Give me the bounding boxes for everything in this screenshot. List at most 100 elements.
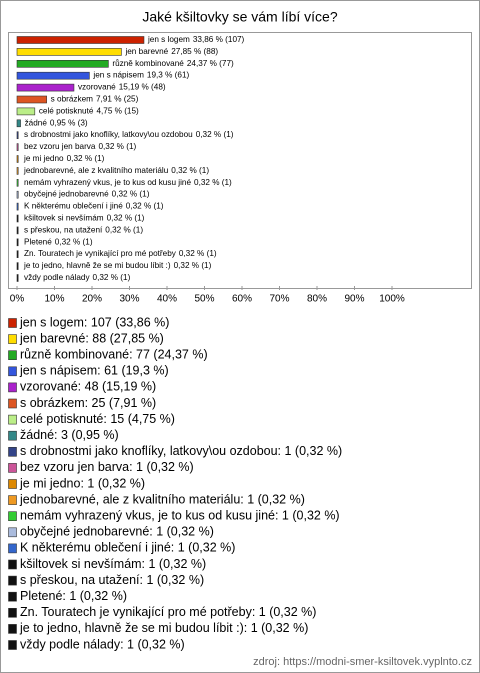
legend-swatch: [8, 527, 17, 538]
value-label: 0,32 % (1): [93, 273, 131, 282]
value-label: 15,19 % (48): [119, 83, 166, 92]
bar-label: bez vzoru jen barva 0,32 % (1): [24, 142, 136, 151]
bar: [16, 190, 19, 199]
bar: [16, 202, 19, 211]
category-label: kšiltovek si nevšímám: [24, 214, 104, 223]
legend-swatch: [8, 382, 17, 393]
legend-label: s obrázkem: 25 (7,91 %): [20, 396, 156, 410]
bar: [16, 214, 19, 223]
legend-swatch: [8, 463, 17, 473]
category-label: žádné: [25, 118, 48, 127]
legend-swatch: [8, 414, 17, 425]
value-label: 7,91 % (25): [96, 95, 139, 104]
x-tick-label: 50%: [194, 294, 214, 305]
bar-label: s drobnostmi jako knoflíky, latkovy\ou o…: [24, 130, 234, 139]
x-tick-label: 0%: [10, 294, 25, 305]
legend-swatch: [8, 430, 17, 441]
bar-label: jen s nápisem 19,3 % (61): [92, 71, 189, 80]
category-label: různě kombinované: [112, 58, 184, 68]
legend-label: je to jedno, hlavně že se mi budou líbit…: [19, 621, 308, 635]
value-label: 24,37 % (77): [187, 59, 234, 68]
bar: [16, 167, 19, 175]
legend-label: obyčejné jednobarevné: 1 (0,32 %): [20, 525, 214, 539]
value-label: 0,32 % (1): [171, 166, 209, 175]
legend-swatch: [8, 511, 17, 522]
legend-label: jednobarevné, ale z kvalitního materiálu…: [19, 492, 305, 506]
x-tick-label: 10%: [44, 294, 64, 305]
bar-label: obyčejné jednobarevné 0,32 % (1): [24, 190, 150, 199]
value-label: 0,32 % (1): [55, 237, 93, 246]
legend-swatch: [8, 446, 17, 457]
legend-label: vždy podle nálady: 1 (0,32 %): [20, 637, 185, 651]
plot-frame: [8, 32, 472, 289]
bar-label: žádné 0,95 % (3): [25, 118, 88, 127]
legend-swatch: [8, 607, 17, 618]
category-label: jednobarevné, ale z kvalitního materiálu: [23, 166, 169, 175]
category-label: s přeskou, na utažení: [24, 226, 103, 235]
x-tick-label: 30%: [119, 294, 139, 305]
legend-swatch: [8, 350, 17, 361]
legend-swatch: [8, 479, 17, 489]
bar: [16, 226, 19, 235]
category-label: je to jedno, hlavně že se mi budou líbit…: [23, 261, 171, 270]
category-label: K některému oblečení i jiné: [24, 202, 123, 211]
x-tick-label: 40%: [157, 294, 177, 305]
bar-label: celé potisknuté 4,75 % (15): [39, 107, 139, 116]
legend-label: vzorované: 48 (15,19 %): [20, 380, 156, 394]
category-label: jen barevné: [124, 47, 168, 56]
bar-label: vždy podle nálady 0,32 % (1): [24, 273, 131, 282]
value-label: 0,32 % (1): [112, 190, 150, 199]
bar: [16, 250, 19, 258]
legend-label: Pletené: 1 (0,32 %): [20, 589, 127, 603]
legend-swatch: [8, 640, 17, 650]
legend-label: jen barevné: 88 (27,85 %): [19, 331, 164, 345]
bar: [16, 95, 47, 104]
bar: [16, 107, 36, 116]
value-label: 0,32 % (1): [194, 178, 232, 187]
x-tick-label: 60%: [232, 294, 252, 305]
legend-swatch: [8, 495, 17, 505]
category-label: je mi jedno: [23, 154, 64, 163]
legend-label: různě kombinované: 77 (24,37 %): [20, 347, 208, 361]
bar-label: je to jedno, hlavně že se mi budou líbit…: [23, 261, 212, 270]
x-tick-label: 70%: [269, 294, 289, 305]
legend-swatch: [8, 559, 17, 570]
category-label: Zn. Touratech je vynikající pro mé potře…: [24, 249, 177, 258]
value-label: 0,32 % (1): [67, 154, 105, 163]
value-label: 27,85 % (88): [171, 47, 218, 56]
value-label: 4,75 % (15): [96, 107, 139, 116]
category-label: Pletené: [24, 237, 52, 246]
category-label: nemám vyhrazený vkus, je to kus od kusu …: [24, 178, 191, 187]
chart-title: Jaké kšiltovky se vám líbí více?: [142, 9, 338, 25]
x-tick-label: 90%: [344, 294, 364, 305]
bar: [16, 83, 75, 92]
bar-label: jen s logem 33,86 % (107): [147, 35, 245, 44]
category-label: s drobnostmi jako knoflíky, latkovy\ou o…: [24, 130, 193, 139]
category-label: celé potisknuté: [39, 107, 94, 116]
legend-label: bez vzoru jen barva: 1 (0,32 %): [20, 460, 194, 474]
category-label: vzorované: [78, 83, 116, 92]
category-label: bez vzoru jen barva: [24, 142, 96, 151]
source: zdroj: https://modni-smer-ksiltovek.vypl…: [253, 656, 472, 668]
legend-label: nemám vyhrazený vkus, je to kus od kusu …: [20, 508, 340, 522]
value-label: 19,3 % (61): [147, 71, 190, 80]
bar-label: s přeskou, na utažení 0,32 % (1): [24, 226, 143, 235]
legend-label: jen s nápisem: 61 (19,3 %): [19, 364, 169, 378]
bar: [16, 274, 19, 282]
value-label: 0,32 % (1): [179, 249, 217, 258]
bar: [16, 262, 19, 270]
legend-swatch: [8, 398, 17, 409]
legend-label: kšiltovek si nevšímám: 1 (0,32 %): [20, 557, 206, 571]
legend-swatch: [8, 366, 17, 377]
value-label: 0,32 % (1): [107, 214, 145, 223]
legend-swatch: [8, 334, 17, 344]
x-tick-label: 20%: [82, 294, 102, 305]
value-label: 0,32 % (1): [98, 142, 136, 151]
bar-label: nemám vyhrazený vkus, je to kus od kusu …: [24, 178, 232, 187]
bar: [16, 48, 122, 56]
legend-label: s drobnostmi jako knoflíky, latkovy\ou o…: [20, 444, 342, 458]
bar: [16, 238, 19, 247]
value-label: 0,32 % (1): [126, 202, 164, 211]
legend-label: je mi jedno: 1 (0,32 %): [19, 476, 145, 490]
